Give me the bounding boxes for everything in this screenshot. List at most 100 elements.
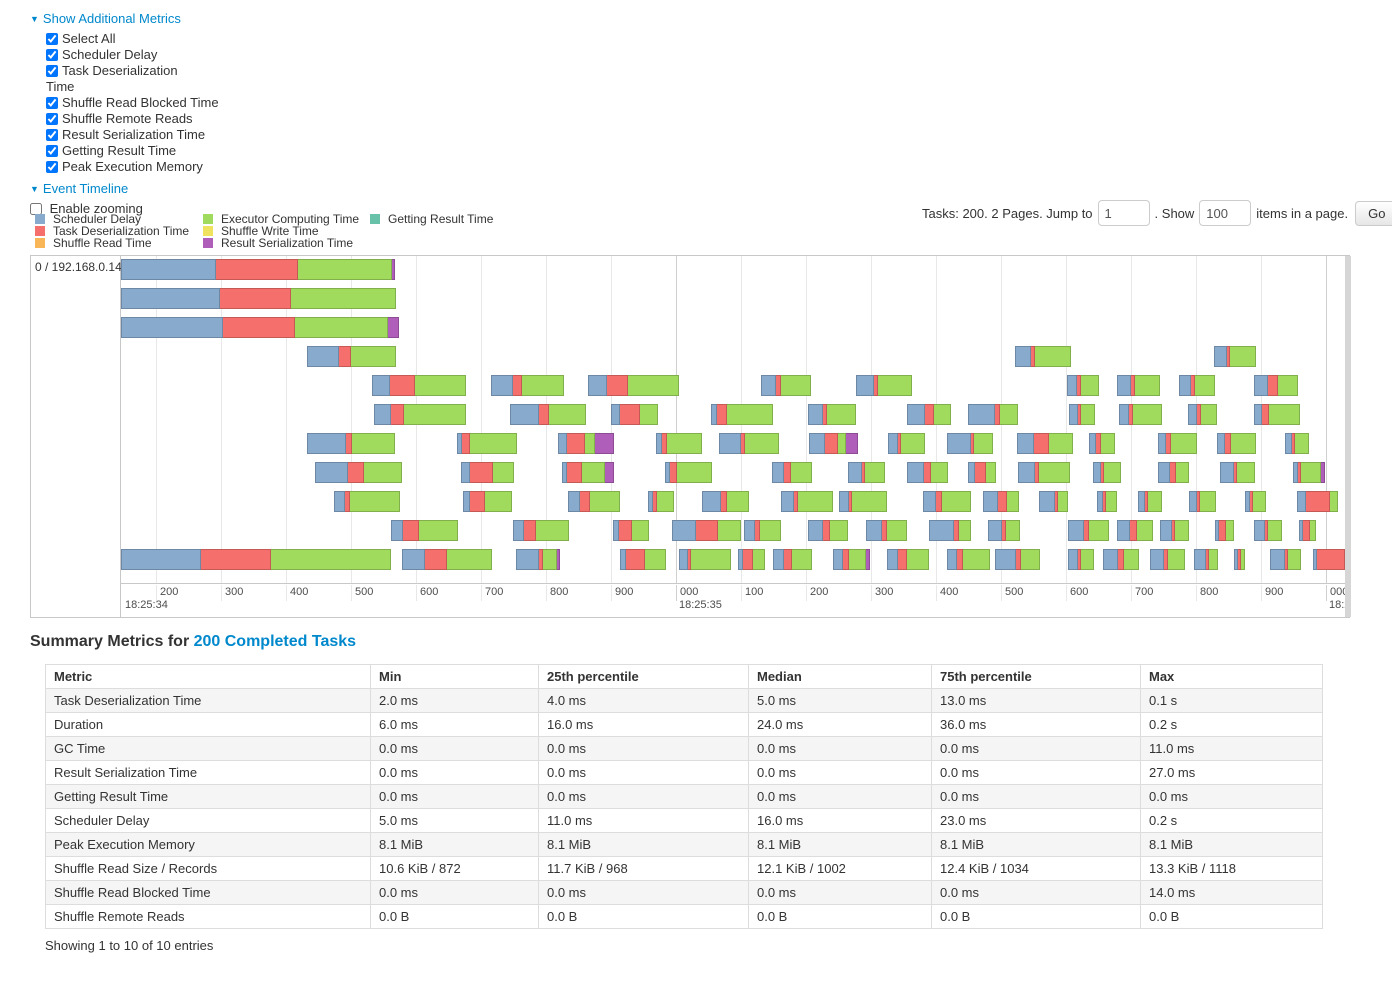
task-bar[interactable] [611,404,658,425]
task-bar[interactable] [1039,491,1068,512]
task-bar[interactable] [588,375,679,396]
task-bar[interactable] [1214,346,1256,367]
task-bar[interactable] [1150,549,1185,570]
task-bar[interactable] [1117,520,1153,541]
enable-zooming-checkbox[interactable] [30,203,42,215]
task-bar[interactable] [1017,433,1073,454]
task-bar[interactable] [1270,549,1301,570]
metric-checkbox[interactable] [46,97,58,109]
task-bar[interactable] [947,433,993,454]
task-bar[interactable] [1293,462,1325,483]
task-bar[interactable] [1158,462,1189,483]
task-bar[interactable] [856,375,912,396]
task-bar[interactable] [839,491,887,512]
task-bar[interactable] [402,549,492,570]
task-bar[interactable] [1158,433,1197,454]
task-bar[interactable] [1297,491,1338,512]
task-bar[interactable] [568,491,620,512]
task-bar[interactable] [334,491,400,512]
task-bar[interactable] [1067,375,1099,396]
task-bar[interactable] [833,549,870,570]
items-per-page-input[interactable] [1199,200,1252,226]
task-bar[interactable] [809,433,858,454]
task-bar[interactable] [907,404,951,425]
task-bar[interactable] [121,549,391,570]
task-bar[interactable] [702,491,749,512]
task-bar[interactable] [923,491,971,512]
task-bar[interactable] [1097,491,1117,512]
task-bar[interactable] [121,317,399,338]
metric-checkbox[interactable] [46,113,58,125]
task-bar[interactable] [1015,346,1071,367]
task-bar[interactable] [457,433,517,454]
task-bar[interactable] [1093,462,1121,483]
task-bar[interactable] [510,404,586,425]
task-bar[interactable] [929,520,971,541]
metric-checkbox[interactable] [46,33,58,45]
task-bar[interactable] [1189,491,1216,512]
task-bar[interactable] [1254,375,1298,396]
task-bar[interactable] [983,491,1019,512]
task-bar[interactable] [738,549,765,570]
task-bar[interactable] [888,433,925,454]
task-bar[interactable] [1217,433,1256,454]
task-bar[interactable] [665,462,712,483]
task-bar[interactable] [866,520,907,541]
task-bar[interactable] [121,288,396,309]
task-bar[interactable] [1215,520,1234,541]
task-bar[interactable] [1089,433,1115,454]
task-bar[interactable] [772,462,812,483]
task-bar[interactable] [1119,404,1162,425]
metric-checkbox[interactable] [46,65,58,77]
task-bar[interactable] [315,462,402,483]
task-bar[interactable] [848,462,885,483]
go-button[interactable]: Go [1355,200,1392,226]
task-bar[interactable] [513,520,569,541]
task-bar[interactable] [1138,491,1162,512]
metric-checkbox[interactable] [46,129,58,141]
task-bar[interactable] [1068,549,1094,570]
task-bar[interactable] [1299,520,1316,541]
task-bar[interactable] [968,404,1018,425]
jump-to-page-input[interactable] [1097,200,1150,226]
task-bar[interactable] [1234,549,1245,570]
task-bar[interactable] [1069,404,1095,425]
task-bar[interactable] [558,433,614,454]
task-bar[interactable] [907,462,948,483]
task-bar[interactable] [372,375,466,396]
task-bar[interactable] [711,404,773,425]
task-bar[interactable] [648,491,674,512]
task-bar[interactable] [773,549,812,570]
task-bar[interactable] [1254,404,1300,425]
task-bar[interactable] [995,549,1040,570]
task-bar[interactable] [613,520,649,541]
task-bar[interactable] [307,433,395,454]
task-bar[interactable] [1254,520,1282,541]
task-bar[interactable] [463,491,512,512]
task-bar[interactable] [1018,462,1070,483]
task-bar[interactable] [391,520,458,541]
task-bar[interactable] [808,520,848,541]
task-bar[interactable] [808,404,856,425]
task-bar[interactable] [1220,462,1255,483]
task-bar[interactable] [491,375,564,396]
task-bar[interactable] [1103,549,1139,570]
task-bar[interactable] [887,549,929,570]
task-bar[interactable] [988,520,1020,541]
show-additional-metrics-toggle[interactable]: ▼ Show Additional Metrics [30,11,290,27]
completed-tasks-link[interactable]: 200 Completed Tasks [193,633,357,650]
task-bar[interactable] [1194,549,1218,570]
task-bar[interactable] [744,520,781,541]
task-bar[interactable] [672,520,741,541]
metric-checkbox[interactable] [46,145,58,157]
task-bar[interactable] [1117,375,1160,396]
task-bar[interactable] [562,462,614,483]
metric-checkbox[interactable] [46,49,58,61]
task-bar[interactable] [1160,520,1189,541]
task-bar[interactable] [516,549,560,570]
task-bar[interactable] [1068,520,1109,541]
task-bar[interactable] [620,549,666,570]
timeline-scroll-edge[interactable] [1345,256,1351,617]
task-bar[interactable] [1285,433,1309,454]
task-bar[interactable] [656,433,702,454]
